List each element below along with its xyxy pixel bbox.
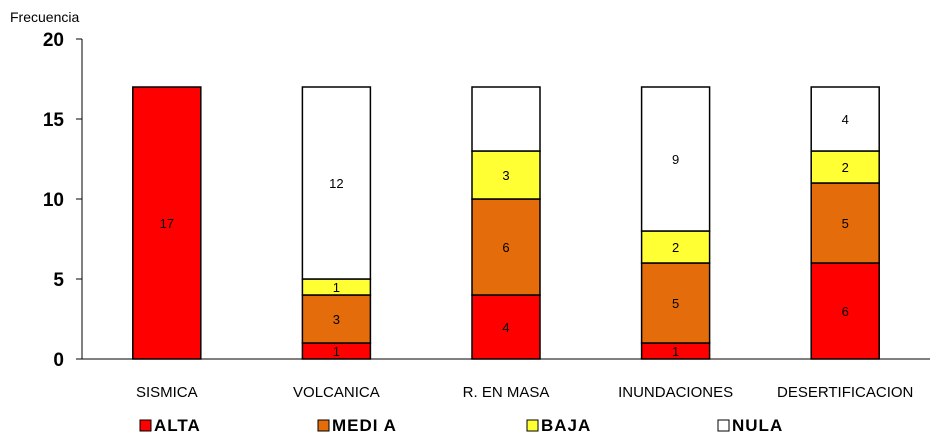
legend-swatch-baja [526, 419, 539, 432]
legend: ALTA MEDI A BAJA NULA [139, 416, 783, 435]
x-category-label: SISMICA [136, 384, 198, 401]
bars-group: 17 1 3 1 12 4 6 3 1 5 2 9 6 5 2 4 [132, 86, 880, 360]
y-tick-label: 20 [43, 30, 64, 51]
bar-segment-nula [471, 86, 541, 152]
bar-segment-alta [471, 294, 541, 360]
bar-value-label: 2 [672, 240, 679, 255]
bar-segment-alta [810, 262, 880, 360]
x-category-label: DESERTIFICACION [777, 384, 913, 401]
bar-value-label: 4 [842, 112, 849, 127]
bar-segment-media [471, 198, 541, 296]
x-category-label: VOLCANICA [293, 384, 380, 401]
bar-segment-nula [810, 86, 880, 152]
y-tick-label: 0 [53, 350, 64, 371]
bar-value-label: 3 [333, 312, 340, 327]
bar-value-label: 17 [160, 216, 174, 231]
legend-label-alta: ALTA [154, 416, 201, 435]
legend-swatch-media [317, 419, 330, 432]
y-tick-label: 15 [43, 110, 65, 131]
bar-segment-media [810, 182, 880, 264]
bar-segment-media [301, 294, 372, 344]
category-labels: SISMICA VOLCANICA R. EN MASA INUNDACIONES DE… [136, 384, 913, 401]
bar-value-label: 3 [502, 168, 509, 183]
bar-value-label: 6 [842, 304, 849, 319]
bar-segment-baja [810, 150, 880, 184]
x-category-label: INUNDACIONES [618, 384, 733, 401]
legend-label-media: MEDI A [332, 416, 397, 435]
legend-label-nula: NULA [732, 416, 783, 435]
legend-swatch-nula [717, 419, 730, 432]
bar-segment-alta [132, 86, 202, 360]
bar-segment-baja [640, 230, 711, 264]
y-axis-label: Frecuencia [10, 9, 79, 25]
x-category-label: R. EN MASA [463, 384, 550, 401]
legend-swatch-alta [139, 419, 152, 432]
bar-segment-baja [471, 150, 541, 200]
bar-segment-nula [301, 86, 372, 280]
bar-segment-nula [640, 86, 711, 232]
y-tick-label: 5 [53, 270, 64, 291]
bar-value-label: 2 [842, 160, 849, 175]
bar-value-label: 5 [842, 216, 849, 231]
bar-value-label: 12 [329, 176, 343, 191]
bar-value-label: 1 [672, 344, 679, 359]
legend-label-baja: BAJA [541, 416, 591, 435]
bar-value-label: 5 [672, 296, 679, 311]
bar-segment-media [640, 262, 711, 344]
bar-value-label: 4 [502, 320, 509, 335]
bar-value-label: 9 [672, 152, 679, 167]
bar-value-label: 1 [333, 280, 340, 295]
bar-value-label: 1 [333, 344, 340, 359]
bar-value-label: 6 [502, 240, 509, 255]
y-tick-label: 10 [43, 190, 64, 211]
